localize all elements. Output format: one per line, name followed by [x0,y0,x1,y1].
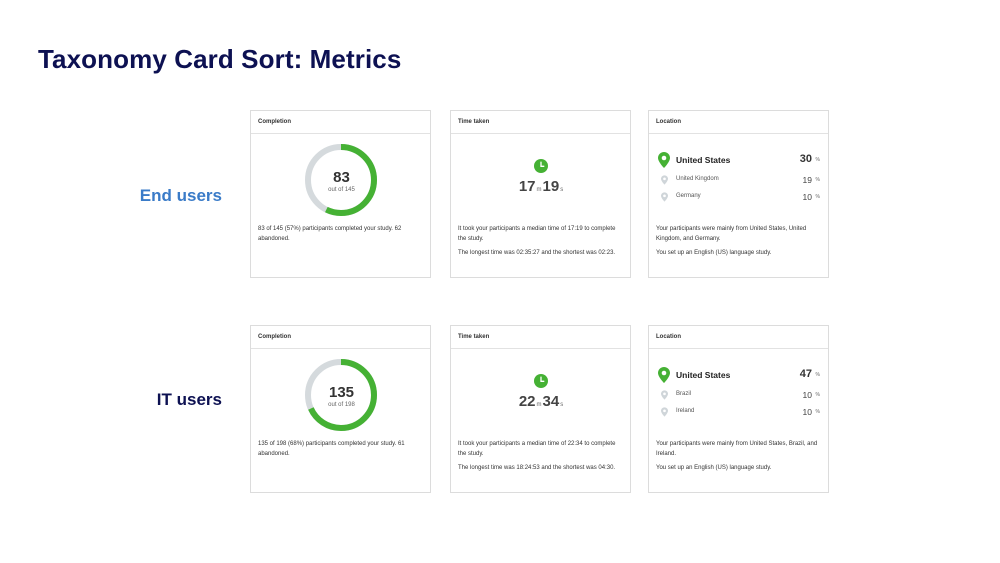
minutes-unit: m [536,402,542,408]
seconds-unit: s [560,187,564,193]
location-value: 10 [802,192,812,202]
location-unit: % [815,157,820,163]
location-value: 47 [799,368,812,380]
location-row: United States 47 % [649,367,830,383]
completion-ring [305,144,377,216]
time-card-header: Time taken [451,111,630,134]
location-pin-icon [658,152,670,168]
location-name: United States [676,155,731,165]
location-value: 10 [802,407,812,417]
location-unit: % [815,194,820,200]
median-seconds: 34 [542,393,560,410]
language-text: You set up an English (US) language stud… [656,250,772,256]
location-card-end-users: Location United States 30 % United Kingd… [648,110,829,278]
time-description: It took your participants a median time … [458,226,616,242]
median-time: 22m34s [451,393,632,411]
time-card-it-users: Time taken 22m34s It took your participa… [450,325,631,493]
location-card-header: Location [649,326,828,349]
median-time: 17m19s [451,178,632,196]
language-text: You set up an English (US) language stud… [656,465,772,471]
clock-icon [534,159,548,173]
median-seconds: 19 [542,178,560,195]
location-pin-icon [661,175,668,185]
time-card-end-users: Time taken 17m19s It took your participa… [450,110,631,278]
location-row: Brazil 10 % [649,389,830,405]
completion-description: 83 of 145 (57%) participants completed y… [258,226,402,242]
location-card-it-users: Location United States 47 % Brazil 10 % … [648,325,829,493]
completion-card-it-users: Completion 135 out of 198 135 of 198 (68… [250,325,431,493]
median-minutes: 22 [518,393,536,410]
location-pin-icon [661,192,668,202]
location-unit: % [815,392,820,398]
location-description: Your participants were mainly from Unite… [656,226,807,242]
location-name: Germany [676,193,701,199]
time-range-text: The longest time was 18:24:53 and the sh… [458,465,616,471]
completed-count: 83 [333,169,350,186]
completed-out-of: out of 198 [328,402,355,408]
completed-count: 135 [328,384,355,401]
location-card-header: Location [649,111,828,134]
time-description: It took your participants a median time … [458,441,616,457]
completion-ring [305,359,377,431]
completion-card-header: Completion [251,111,430,134]
location-unit: % [815,372,820,378]
location-unit: % [815,177,820,183]
group-label-it-users: IT users [156,390,222,409]
page-title: Taxonomy Card Sort: Metrics [38,44,402,74]
location-row: United Kingdom 19 % [649,174,830,190]
location-pin-icon [661,407,668,417]
location-pin-icon [661,390,668,400]
location-row: United States 30 % [649,152,830,168]
location-value: 10 [802,390,812,400]
completion-card-header: Completion [251,326,430,349]
location-value: 19 [802,175,812,185]
location-unit: % [815,409,820,415]
location-name: Ireland [676,408,695,414]
location-row: Germany 10 % [649,191,830,207]
location-name: Brazil [676,391,692,397]
group-label-end-users: End users [139,186,222,205]
median-minutes: 17 [518,178,536,195]
location-name: United Kingdom [676,176,719,182]
completion-ring-progress [305,359,377,431]
location-pin-icon [658,367,670,383]
seconds-unit: s [560,402,564,408]
completion-card-end-users: Completion 83 out of 145 83 of 145 (57%)… [250,110,431,278]
completion-description: 135 of 198 (68%) participants completed … [258,441,405,457]
completed-out-of: out of 145 [328,187,355,193]
completion-ring-progress [305,144,377,216]
location-description: Your participants were mainly from Unite… [656,441,818,457]
clock-icon [534,374,548,388]
minutes-unit: m [536,187,542,193]
location-row: Ireland 10 % [649,406,830,422]
time-card-header: Time taken [451,326,630,349]
location-name: United States [676,370,731,380]
location-value: 30 [799,153,812,165]
time-range-text: The longest time was 02:35:27 and the sh… [458,250,616,256]
